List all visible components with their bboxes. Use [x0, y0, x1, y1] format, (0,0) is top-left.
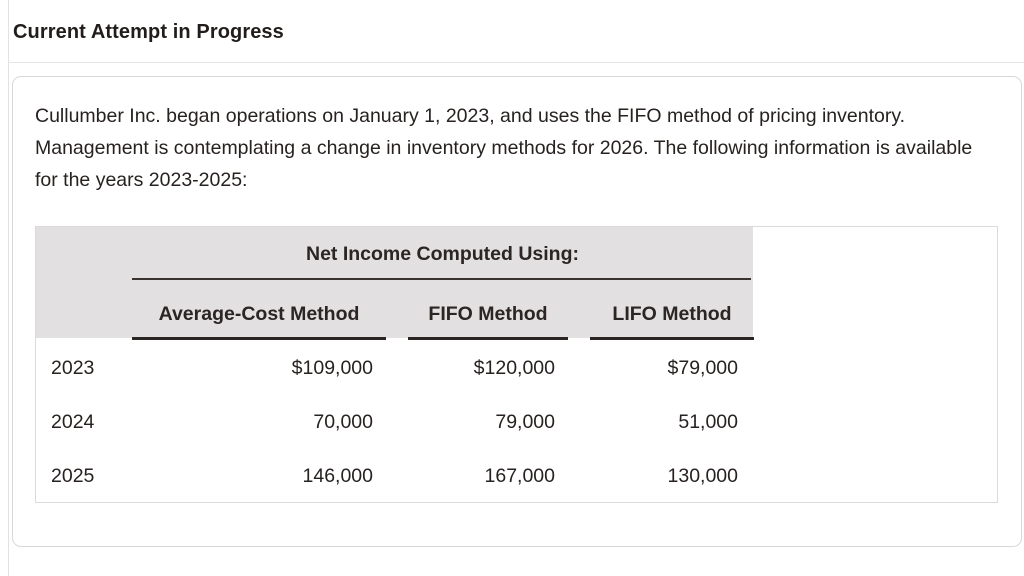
cell-2024-fifo: 79,000: [495, 411, 555, 433]
row-year-2025: 2025: [51, 465, 95, 487]
column-header-fifo: FIFO Method: [428, 303, 548, 325]
net-income-table: Net Income Computed Using: Average-Cost …: [35, 226, 998, 503]
spanner-underline: [132, 278, 751, 280]
cell-2023-fifo: $120,000: [473, 357, 555, 379]
column-header-average-cost: Average-Cost Method: [158, 303, 360, 325]
row-year-2024: 2024: [51, 411, 95, 433]
cell-2023-average-cost: $109,000: [291, 357, 373, 379]
question-text: Cullumber Inc. began operations on Janua…: [35, 105, 973, 191]
cell-2025-lifo: 130,000: [667, 465, 739, 487]
column-underline-average-cost: [132, 337, 386, 340]
row-year-2023: 2023: [51, 357, 95, 379]
column-underline-fifo: [408, 337, 568, 340]
question-panel: Cullumber Inc. began operations on Janua…: [12, 76, 1022, 547]
left-edge-rule: [8, 0, 9, 576]
table-spanner-heading: Net Income Computed Using:: [305, 243, 579, 265]
header-divider: [8, 62, 1024, 63]
cell-2024-average-cost: 70,000: [313, 411, 373, 433]
table-header-background: [36, 227, 753, 338]
column-underline-lifo: [590, 337, 754, 340]
page-title: Current Attempt in Progress: [13, 21, 284, 43]
cell-2025-average-cost: 146,000: [302, 465, 374, 487]
column-header-lifo: LIFO Method: [612, 303, 732, 325]
cell-2025-fifo: 167,000: [484, 465, 556, 487]
cell-2023-lifo: $79,000: [667, 357, 739, 379]
cell-2024-lifo: 51,000: [678, 411, 738, 433]
